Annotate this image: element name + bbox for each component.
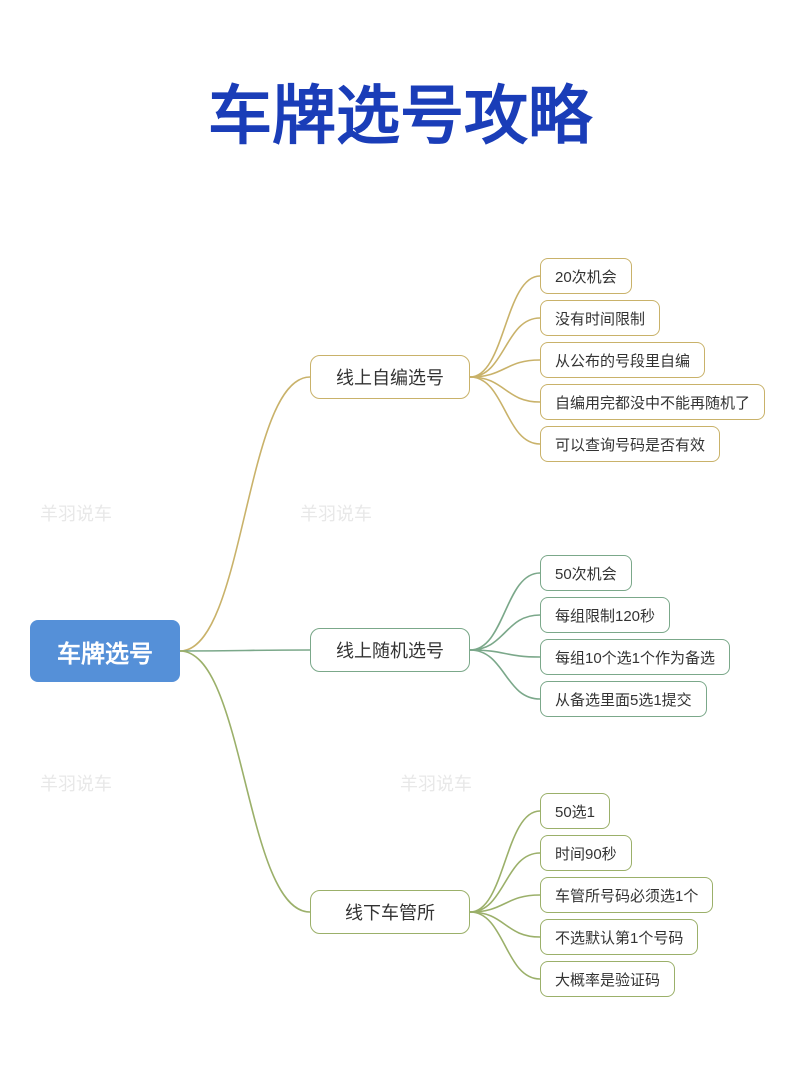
watermark: 羊羽说车 bbox=[40, 770, 112, 796]
leaf-node: 可以查询号码是否有效 bbox=[540, 426, 720, 462]
leaf-node: 车管所号码必须选1个 bbox=[540, 877, 713, 913]
leaf-node: 从公布的号段里自编 bbox=[540, 342, 705, 378]
leaf-node: 20次机会 bbox=[540, 258, 632, 294]
branch-node: 线上自编选号 bbox=[310, 355, 470, 399]
leaf-node: 从备选里面5选1提交 bbox=[540, 681, 707, 717]
leaf-node: 每组10个选1个作为备选 bbox=[540, 639, 730, 675]
leaf-node: 50选1 bbox=[540, 793, 610, 829]
watermark: 羊羽说车 bbox=[40, 500, 112, 526]
watermark: 羊羽说车 bbox=[300, 500, 372, 526]
leaf-node: 不选默认第1个号码 bbox=[540, 919, 698, 955]
branch-node: 线下车管所 bbox=[310, 890, 470, 934]
watermark: 羊羽说车 bbox=[400, 770, 472, 796]
leaf-node: 50次机会 bbox=[540, 555, 632, 591]
leaf-node: 每组限制120秒 bbox=[540, 597, 670, 633]
leaf-group: 50选1 时间90秒车管所号码必须选1个不选默认第1个号码大概率是验证码 bbox=[540, 793, 713, 997]
leaf-node: 没有时间限制 bbox=[540, 300, 660, 336]
leaf-node: 时间90秒 bbox=[540, 835, 632, 871]
branch-node: 线上随机选号 bbox=[310, 628, 470, 672]
leaf-node: 大概率是验证码 bbox=[540, 961, 675, 997]
root-node: 车牌选号 bbox=[30, 620, 180, 682]
leaf-group: 20次机会没有时间限制从公布的号段里自编自编用完都没中不能再随机了可以查询号码是… bbox=[540, 258, 765, 462]
page-title: 车牌选号攻略 bbox=[0, 65, 800, 157]
leaf-node: 自编用完都没中不能再随机了 bbox=[540, 384, 765, 420]
leaf-group: 50次机会每组限制120秒每组10个选1个作为备选从备选里面5选1提交 bbox=[540, 555, 730, 717]
